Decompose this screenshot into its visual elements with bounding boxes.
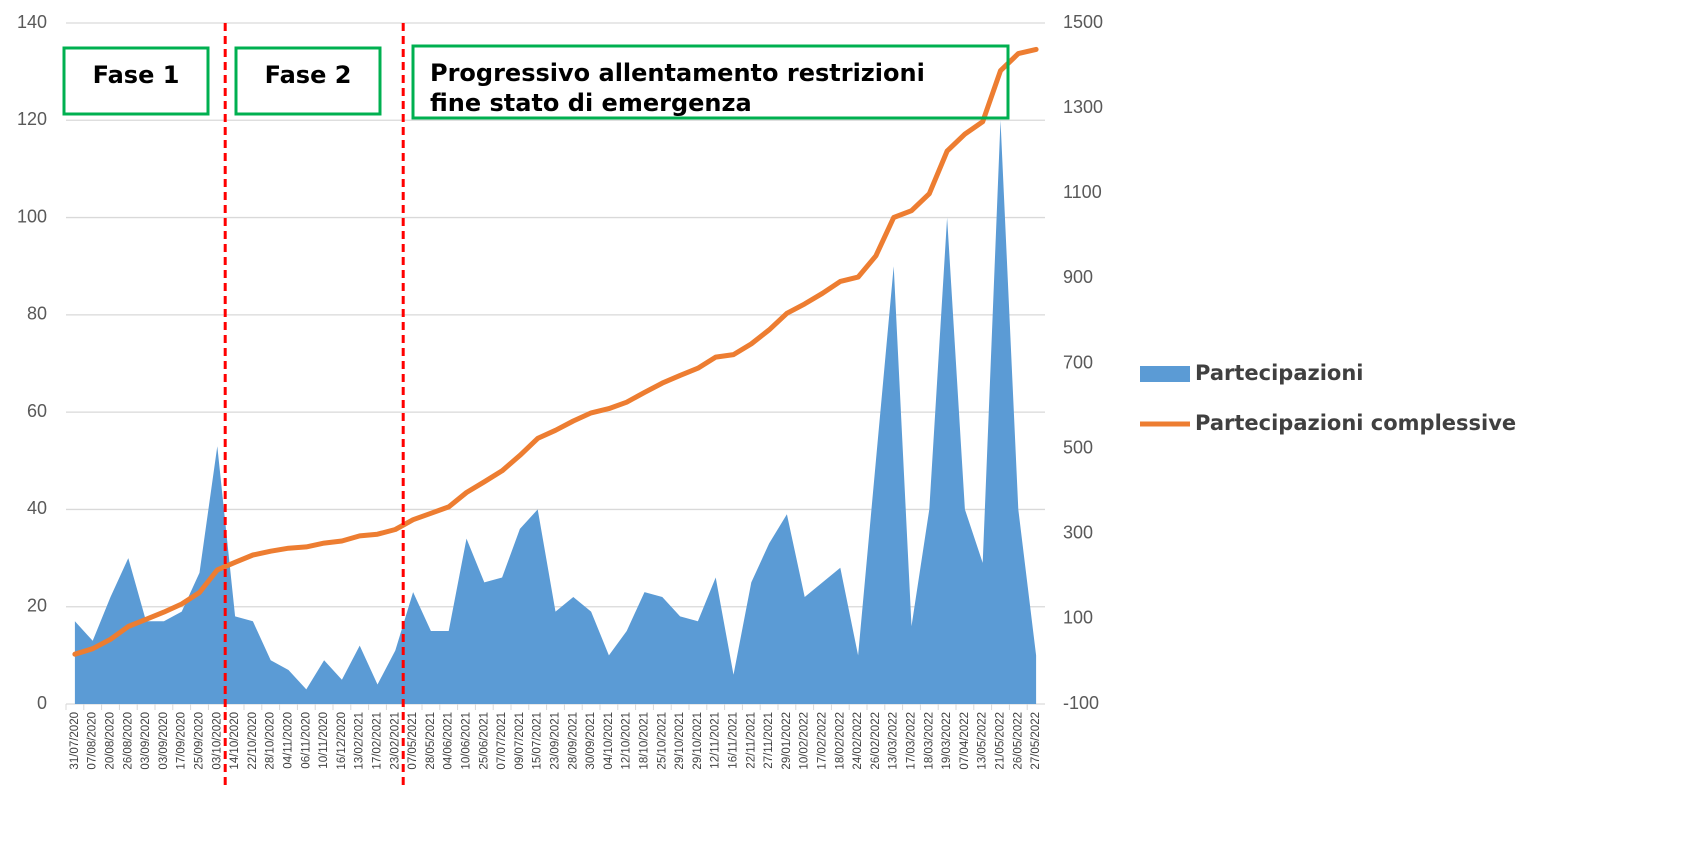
x-tick-label: 25/06/2021 [478,712,490,770]
x-tick-label: 03/10/2020 [211,712,223,770]
x-tick-label: 07/08/2020 [87,712,99,770]
y2-tick-label: 300 [1063,523,1093,543]
x-tick-label: 30/09/2021 [585,712,597,770]
x-tick-label: 03/09/2020 [140,712,152,770]
x-tick-label: 13/02/2021 [354,712,366,770]
x-tick-label: 26/02/2022 [870,712,882,770]
x-tick-label: 03/09/2020 [158,712,170,770]
y-tick-label: 140 [17,12,47,32]
x-tick-label: 04/11/2020 [283,712,295,769]
x-tick-label: 17/02/2022 [817,712,829,770]
y2-tick-label: 500 [1063,437,1093,457]
x-tick-label: 10/02/2022 [799,712,811,770]
x-tick-label: 07/05/2021 [407,712,419,770]
y2-tick-label: -100 [1063,693,1099,713]
line [72,46,1039,657]
y2-tick-label: 1100 [1063,182,1102,202]
x-tick-label: 31/07/2020 [69,712,81,770]
y2-tick-label: 700 [1063,352,1093,372]
y-tick-label: 20 [27,595,47,615]
x-tick-label: 21/05/2022 [995,712,1007,770]
x-tick-label: 28/10/2020 [265,712,277,770]
y-tick-label: 0 [37,693,47,713]
x-tick-label: 13/03/2022 [888,712,900,770]
annotation: Fase 1 [93,61,180,89]
x-tick-label: 13/05/2022 [977,712,989,770]
x-tick-label: 07/04/2022 [959,712,971,770]
x-tick-label: 28/09/2021 [567,712,579,770]
x-tick-label: 09/07/2021 [514,712,526,770]
phase-box [234,46,382,116]
x-tick-label: 27/11/2021 [763,712,775,769]
y-tick-label: 120 [17,109,47,129]
x-tick-label: 16/12/2020 [336,712,348,770]
y2-tick-label: 1500 [1063,12,1103,32]
x-tick-label: 29/10/2021 [692,712,704,770]
x-tick-label: 10/11/2020 [318,712,330,769]
y-tick-label: 60 [27,401,47,421]
x-tick-label: 17/02/2021 [372,712,384,770]
annotation: Fase 2 [265,61,352,89]
x-tick-label: 19/03/2022 [941,712,953,770]
y2-tick-label: 1300 [1063,97,1103,117]
x-tick-label: 07/07/2021 [496,712,508,770]
x-tick-label: 26/05/2022 [1012,712,1024,770]
annotation: Progressivo allentamento restrizioni [430,59,925,87]
legend-label: Partecipazioni complessive [1195,411,1516,435]
x-tick-label: 25/10/2021 [656,712,668,770]
x-tick-label: 04/10/2021 [603,712,615,770]
y-tick-label: 80 [27,304,47,324]
x-tick-label: 24/02/2022 [852,712,864,770]
x-tick-label: 10/06/2021 [461,712,473,770]
x-tick-label: 12/10/2021 [621,712,633,770]
x-tick-label: 18/03/2022 [923,712,935,770]
x-tick-label: 23/02/2021 [389,712,401,770]
x-tick-label: 18/02/2022 [834,712,846,770]
x-tick-label: 23/09/2021 [550,712,562,770]
x-tick-label: 25/09/2020 [194,712,206,770]
x-tick-label: 29/10/2021 [674,712,686,770]
y-tick-label: 100 [17,206,47,226]
annotation: fine stato di emergenza [430,89,752,117]
x-tick-label: 12/11/2021 [710,712,722,769]
x-tick-label: 17/09/2020 [176,712,188,770]
x-tick-label: 14/10/2020 [229,712,241,770]
x-tick-label: 22/10/2020 [247,712,259,770]
y2-tick-label: 100 [1063,608,1093,628]
x-tick-label: 06/11/2020 [300,712,312,769]
x-tick-label: 18/10/2021 [639,712,651,770]
x-tick-label: 17/03/2022 [906,712,918,770]
x-tick-label: 28/05/2021 [425,712,437,770]
phase-box [62,46,210,116]
x-tick-label: 26/08/2020 [122,712,134,770]
legend-swatch [1140,366,1190,382]
x-tick-label: 22/11/2021 [745,712,757,769]
y-tick-label: 40 [27,498,47,518]
x-tick-label: 29/01/2022 [781,712,793,770]
x-tick-label: 16/11/2021 [728,712,740,769]
area [74,120,1037,705]
legend-label: Partecipazioni [1195,361,1363,385]
x-tick-label: 04/06/2021 [443,712,455,770]
phase-box [411,44,1010,120]
x-tick-label: 15/07/2021 [532,712,544,770]
x-tick-label: 27/05/2022 [1030,712,1042,770]
y2-tick-label: 900 [1063,267,1093,287]
x-tick-label: 20/08/2020 [105,712,117,770]
